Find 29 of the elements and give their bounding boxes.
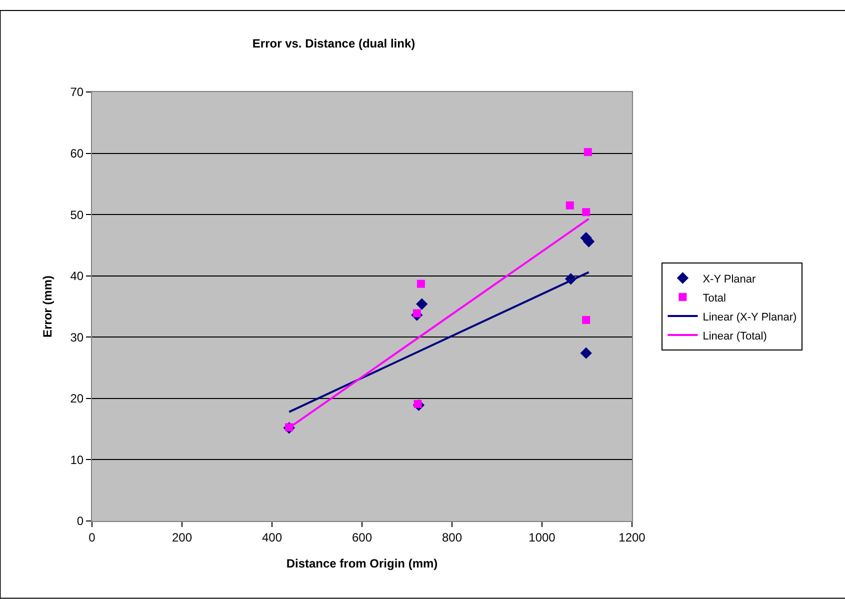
chart-title: Error vs. Distance (dual link) xyxy=(252,36,416,50)
y-tick-label: 70 xyxy=(70,85,84,100)
y-tick-label: 30 xyxy=(70,330,84,344)
point xyxy=(584,148,592,156)
x-axis-title: Distance from Origin (mm) xyxy=(286,556,438,570)
point xyxy=(582,316,590,324)
x-tick-label: 200 xyxy=(172,530,192,544)
legend-label: Linear (X-Y Planar) xyxy=(702,311,797,324)
point xyxy=(566,201,574,210)
y-tick-label: 20 xyxy=(70,392,84,406)
legend-label: X-Y Planar xyxy=(702,273,756,286)
legend-label: Linear (Total) xyxy=(702,330,767,342)
y-axis-title: Error (mm) xyxy=(40,275,55,338)
y-tick-label: 10 xyxy=(70,452,84,467)
y-tick-label: 50 xyxy=(70,208,84,222)
point xyxy=(416,298,428,310)
y-tick-label: 0 xyxy=(76,514,84,528)
x-tick-label: 400 xyxy=(262,530,282,544)
x-tick-label: 800 xyxy=(442,530,462,544)
x-tick-label: 1200 xyxy=(618,530,646,544)
point xyxy=(582,208,590,216)
point xyxy=(580,347,592,359)
point xyxy=(416,280,425,288)
y-tick-label: 60 xyxy=(70,146,84,160)
x-tick-label: 0 xyxy=(88,530,96,544)
x-tick-label: 1000 xyxy=(528,530,556,544)
legend-label: Total xyxy=(702,292,726,304)
x-tick-label: 600 xyxy=(352,530,372,544)
y-tick-label: 40 xyxy=(70,269,84,284)
